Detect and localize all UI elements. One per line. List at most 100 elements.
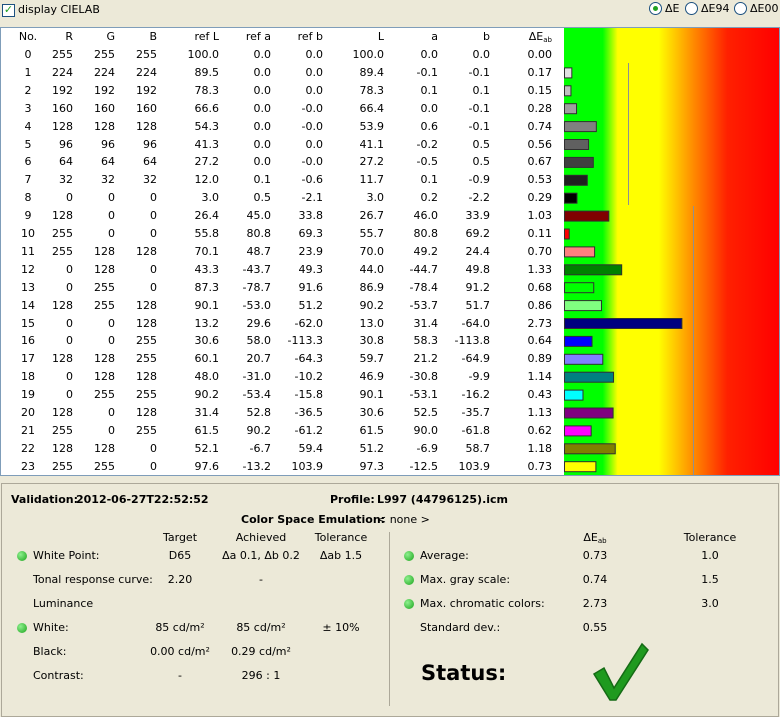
cell: 128 <box>52 119 73 133</box>
cell: 13.0 <box>359 316 385 330</box>
cell: 8 <box>24 191 32 205</box>
cell: 0.6 <box>420 119 439 133</box>
cell: 0 <box>66 262 73 276</box>
cell: 90.2 <box>359 298 385 312</box>
delta-bar <box>564 174 588 186</box>
cell: 128 <box>94 352 115 366</box>
cell: 224 <box>94 65 115 79</box>
row-value: - <box>178 669 182 682</box>
cell: -64.9 <box>461 352 490 366</box>
cell: 0.1 <box>420 173 439 187</box>
column-header: No. <box>18 30 38 43</box>
cell: 255 <box>52 48 73 61</box>
cell: -0.1 <box>468 65 490 79</box>
cell: -53.4 <box>242 388 271 402</box>
column-header: Achieved <box>235 531 287 544</box>
cell: -35.7 <box>461 406 490 419</box>
cell: 0.00 <box>527 48 553 61</box>
delta-bar <box>564 192 578 204</box>
cell: 49.8 <box>465 262 491 276</box>
cell: 52.1 <box>194 441 220 455</box>
cell: 0 <box>150 262 157 276</box>
cell: 59.7 <box>359 352 385 366</box>
cell: -13.2 <box>242 459 271 473</box>
delta-bar <box>564 461 597 473</box>
column-header: ref a <box>245 30 271 43</box>
radio[interactable] <box>685 2 698 15</box>
cell: 0.53 <box>527 173 553 187</box>
cell: 0.11 <box>527 227 553 240</box>
cell: 128 <box>94 119 115 133</box>
cell: 255 <box>94 388 115 402</box>
cell: 3.0 <box>366 191 385 205</box>
radio[interactable] <box>734 2 747 15</box>
profile-value: L997 (44796125).icm <box>377 493 509 506</box>
status-dot <box>404 599 414 609</box>
cell: 46.9 <box>359 370 385 384</box>
cell: 0 <box>150 441 157 455</box>
cell: 78.3 <box>194 83 220 97</box>
cell: 3 <box>24 101 32 115</box>
cell: 27.2 <box>194 155 220 169</box>
cell: 255 <box>136 48 157 61</box>
cell: 0 <box>108 316 115 330</box>
cell: 9 <box>24 209 32 223</box>
cell: 0.0 <box>253 137 272 151</box>
cell: 0.74 <box>527 119 553 133</box>
cell: 255 <box>94 280 115 294</box>
row-value: 2.73 <box>582 597 608 610</box>
cell: 0.68 <box>527 280 553 294</box>
cell: -43.7 <box>242 262 271 276</box>
cell: 0 <box>108 191 115 205</box>
cell: 90.1 <box>359 388 385 402</box>
delta-bar <box>564 425 592 437</box>
cell: 128 <box>136 244 157 258</box>
radio-label[interactable]: ΔE <box>665 2 680 15</box>
cell: 128 <box>94 441 115 455</box>
column-header: ref b <box>297 30 323 43</box>
cell: 24.4 <box>465 244 491 258</box>
cell: 66.4 <box>359 101 385 115</box>
emulation-label: Color Space Emulation: <box>241 513 386 526</box>
cell: 255 <box>136 423 157 437</box>
cell: 0.0 <box>305 48 324 61</box>
delta-bar <box>564 228 570 240</box>
cell: 41.3 <box>194 137 220 151</box>
radio-label[interactable]: ΔE00 <box>750 2 779 15</box>
cell: 32 <box>59 173 73 187</box>
cell: 128 <box>52 352 73 366</box>
cell: 32 <box>143 173 157 187</box>
cell: 2.73 <box>527 316 553 330</box>
radio-label[interactable]: ΔE94 <box>701 2 730 15</box>
cell: 58.3 <box>413 334 439 348</box>
cell: 30.6 <box>359 406 385 419</box>
cell: -31.0 <box>242 370 271 384</box>
cell: 49.3 <box>298 262 324 276</box>
cell: -61.2 <box>294 423 323 437</box>
cell: 33.9 <box>465 209 491 223</box>
row-value: ± 10% <box>322 621 360 634</box>
cell: 17 <box>21 352 35 366</box>
cell: 0.28 <box>527 101 553 115</box>
cell: 70.0 <box>359 244 385 258</box>
validation-label: Validation: <box>11 493 78 506</box>
cell: 255 <box>136 388 157 402</box>
cell: 192 <box>94 83 115 97</box>
cell: 1.03 <box>527 209 553 223</box>
column-header-subscript: ab <box>597 537 607 545</box>
cell: 128 <box>136 298 157 312</box>
cell: -0.1 <box>416 65 438 79</box>
cell: 11 <box>21 244 35 258</box>
cell: 69.2 <box>465 227 491 240</box>
separator <box>389 532 390 706</box>
cell: -6.7 <box>249 441 271 455</box>
cell: 91.2 <box>465 280 491 294</box>
cell: 160 <box>94 101 115 115</box>
cell: 60.1 <box>194 352 220 366</box>
cell: 32 <box>101 173 115 187</box>
checkbox[interactable]: ✓ <box>2 3 15 17</box>
cell: 96 <box>143 137 157 151</box>
cell: 51.2 <box>359 441 385 455</box>
checkbox-label[interactable]: display CIELAB <box>18 3 100 16</box>
row-value: 1.5 <box>701 573 719 586</box>
